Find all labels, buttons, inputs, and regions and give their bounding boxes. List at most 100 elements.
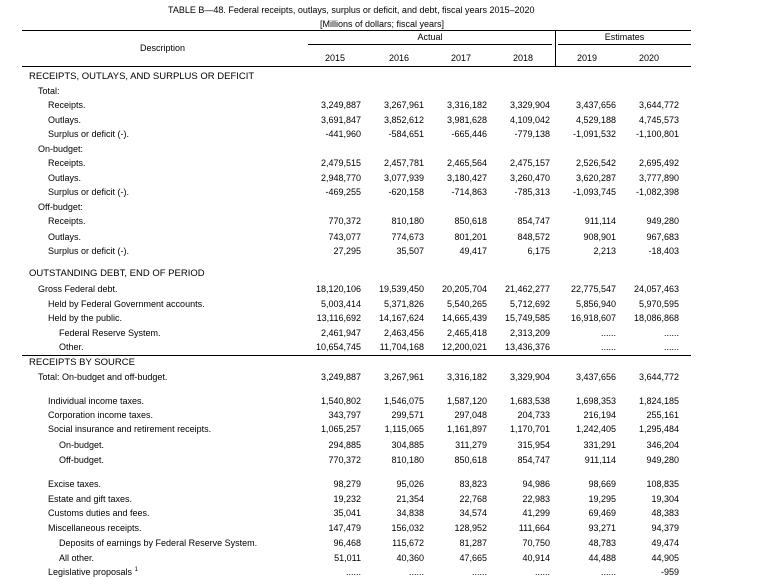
value-cell-2020: 949,280 <box>646 455 679 465</box>
value-cell-2019: 2,213 <box>593 246 616 256</box>
row-label: Off-budget. <box>59 455 104 465</box>
value-cell-2016: 5,371,826 <box>383 299 424 309</box>
value-cell-2020: 48,383 <box>651 508 679 518</box>
value-cell-2020: 24,057,463 <box>633 284 679 294</box>
row-label: Excise taxes. <box>48 479 101 489</box>
table-row: Customs duties and fees. 35,041 34,838 34,5… <box>0 508 764 522</box>
value-cell-2020: 1,824,185 <box>638 396 679 406</box>
table-row: Off-budget. 770,372 810,180 850,618 854,747 9… <box>0 455 764 469</box>
year-header-2015: 2015 <box>324 53 346 63</box>
header-top-rule <box>22 30 691 31</box>
table-row: Total: On-budget and off-budget. 3,249,88… <box>0 372 764 386</box>
value-cell-2016: 3,267,961 <box>383 372 424 382</box>
value-cell-2015: -469,255 <box>325 187 361 197</box>
row-label-text: Total: On-budget and off-budget. <box>38 372 168 382</box>
value-cell-2015: ...... <box>345 567 361 577</box>
value-cell-2016: 304,885 <box>391 440 424 450</box>
value-cell-2016: 14,167,624 <box>378 313 424 323</box>
value-cell-2018: ...... <box>534 567 550 577</box>
value-cell-2017: 81,287 <box>459 538 487 548</box>
value-cell-2015: -441,960 <box>325 129 361 139</box>
value-cell-2019: ...... <box>600 328 616 338</box>
value-cell-2018: 854,747 <box>517 216 550 226</box>
table-title: TABLE B—48. Federal receipts, outlays, s… <box>168 5 535 15</box>
year-header-2018: 2018 <box>512 53 534 63</box>
value-cell-2017: 311,279 <box>455 440 487 450</box>
value-cell-2015: 98,279 <box>333 479 361 489</box>
estimates-underline <box>558 44 691 45</box>
table-row: Receipts. 2,479,515 2,457,781 2,465,564 2,47… <box>0 158 764 172</box>
row-label-text: Receipts. <box>48 158 86 168</box>
value-cell-2017: 1,587,120 <box>446 396 487 406</box>
value-cell-2017: 850,618 <box>454 455 487 465</box>
value-cell-2020: 949,280 <box>646 216 679 226</box>
section-heading-row: RECEIPTS, OUTLAYS, AND SURPLUS OR DEFICI… <box>0 71 764 85</box>
value-cell-2019: 16,918,607 <box>570 313 616 323</box>
table-row: Outlays. 743,077 774,673 801,201 848,572 908,… <box>0 232 764 246</box>
value-cell-2019: 908,901 <box>583 232 616 242</box>
value-cell-2016: 2,463,456 <box>383 328 424 338</box>
value-cell-2017: 801,201 <box>454 232 487 242</box>
value-cell-2018: 15,749,585 <box>504 313 550 323</box>
actual-underline <box>308 44 552 45</box>
value-cell-2016: ...... <box>408 567 424 577</box>
value-cell-2017: 128,952 <box>454 523 487 533</box>
value-cell-2019: 93,271 <box>588 523 616 533</box>
row-label-text: Held by the public. <box>48 313 123 323</box>
year-header-2020: 2020 <box>638 53 660 63</box>
table-row: Receipts. 770,372 810,180 850,618 854,747 911… <box>0 216 764 230</box>
table-row: Individual income taxes. 1,540,802 1,546,0… <box>0 396 764 410</box>
value-cell-2019: 22,775,547 <box>570 284 616 294</box>
value-cell-2015: 3,249,887 <box>320 372 361 382</box>
value-cell-2020: 108,835 <box>646 479 679 489</box>
value-cell-2019: 3,620,287 <box>575 173 616 183</box>
value-cell-2019: 48,783 <box>588 538 616 548</box>
value-cell-2018: 854,747 <box>517 455 550 465</box>
section-heading-row: OUTSTANDING DEBT, END OF PERIOD <box>0 268 764 282</box>
table-row: Outlays. 2,948,770 3,077,939 3,180,427 3,260… <box>0 173 764 187</box>
table-row: Gross Federal debt. 18,120,106 19,539,450 2… <box>0 284 764 298</box>
row-label-text: Receipts. <box>48 100 86 110</box>
value-cell-2018: 3,260,470 <box>509 173 550 183</box>
row-label-text: Other. <box>59 342 84 352</box>
value-cell-2018: 4,109,042 <box>509 115 550 125</box>
value-cell-2018: 41,299 <box>522 508 550 518</box>
row-label: Off-budget: <box>38 202 83 212</box>
value-cell-2017: 14,665,439 <box>441 313 487 323</box>
value-cell-2015: 2,461,947 <box>320 328 361 338</box>
row-label: On-budget: <box>38 144 83 154</box>
value-cell-2016: 11,704,168 <box>379 342 424 352</box>
value-cell-2020: -959 <box>660 567 679 577</box>
table-row: Estate and gift taxes. 19,232 21,354 22,768… <box>0 494 764 508</box>
table-row: On-budget: <box>0 144 764 158</box>
row-label: Estate and gift taxes. <box>48 494 132 504</box>
value-cell-2020: 3,644,772 <box>638 372 679 382</box>
value-cell-2019: 3,437,656 <box>575 100 616 110</box>
value-cell-2015: 2,948,770 <box>320 173 361 183</box>
value-cell-2015: 10,654,745 <box>315 342 361 352</box>
value-cell-2018: 848,572 <box>517 232 550 242</box>
table-row: Off-budget: <box>0 202 764 216</box>
row-label-text: Outlays. <box>48 115 82 125</box>
value-cell-2017: 297,048 <box>454 410 487 420</box>
value-cell-2020: -1,082,398 <box>635 187 679 197</box>
value-cell-2018: 315,954 <box>517 440 550 450</box>
value-cell-2018: 204,733 <box>517 410 550 420</box>
value-cell-2020: ...... <box>663 342 679 352</box>
table-row: Held by the public. 13,116,692 14,167,624 1… <box>0 313 764 327</box>
value-cell-2019: 911,114 <box>584 216 616 226</box>
value-cell-2019: 19,295 <box>588 494 616 504</box>
row-label-text: Customs duties and fees. <box>48 508 150 518</box>
value-cell-2020: 3,777,890 <box>638 173 679 183</box>
value-cell-2020: 49,474 <box>651 538 679 548</box>
value-cell-2020: 967,683 <box>646 232 679 242</box>
value-cell-2018: 40,914 <box>522 553 550 563</box>
value-cell-2015: 147,479 <box>328 523 361 533</box>
value-cell-2020: ...... <box>663 328 679 338</box>
value-cell-2020: 255,161 <box>646 410 679 420</box>
value-cell-2018: 22,983 <box>522 494 550 504</box>
row-label: Held by the public. <box>48 313 122 323</box>
table-row: Miscellaneous receipts. 147,479 156,032 128… <box>0 523 764 537</box>
value-cell-2019: 1,242,405 <box>575 424 616 434</box>
row-label-text: Estate and gift taxes. <box>48 494 133 504</box>
